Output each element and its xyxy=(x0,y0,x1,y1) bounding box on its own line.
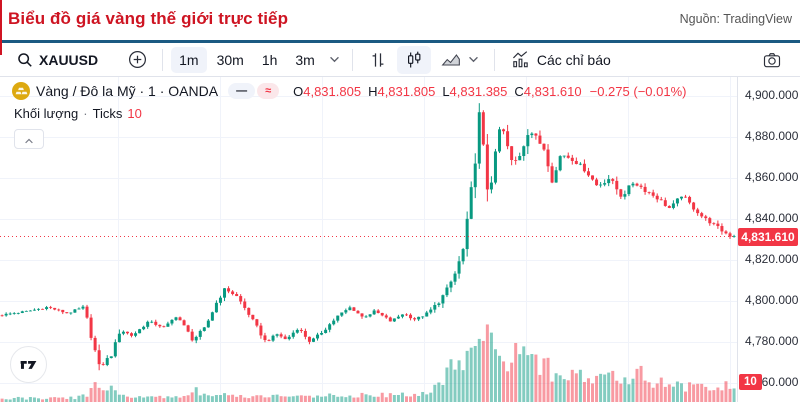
snapshot-button[interactable] xyxy=(754,46,790,74)
ohlc-item-L: L4,831.385 xyxy=(442,83,508,99)
interval-button-3m[interactable]: 3m xyxy=(287,47,322,73)
toolbar-divider xyxy=(162,48,164,71)
ohlc-item-O: O4,831.805 xyxy=(293,83,362,99)
symbol-search-button[interactable]: XAUUSD xyxy=(10,48,105,72)
toolbar-divider xyxy=(351,48,353,71)
candlestick-chart[interactable] xyxy=(0,77,737,402)
volume-label: Khối lượng xyxy=(14,106,79,121)
price-tick-label: 4,780.000 xyxy=(745,334,799,348)
price-tick-label: 4,820.000 xyxy=(745,252,799,266)
chart-region: 4,900.000 4,880.000 4,860.000 4,840.000 4,82… xyxy=(0,77,800,402)
ohlc-item-C: C4,831.610 xyxy=(514,83,582,99)
volume-axis-badge: 10 xyxy=(739,374,762,390)
current-price-badge: 4,831.610 xyxy=(738,227,798,246)
volume-type-label: Ticks xyxy=(92,106,123,121)
left-edge-accent xyxy=(0,0,2,55)
symbol-title: Vàng / Đô la Mỹ · 1 · OANDA xyxy=(36,83,219,99)
indicators-label: Các chỉ báo xyxy=(536,51,611,68)
bars-style-button[interactable] xyxy=(361,46,395,74)
interval-group: 1m 30m 1h 3m xyxy=(171,46,323,73)
candles-style-icon xyxy=(404,50,424,70)
collapse-chevron-icon xyxy=(24,132,34,147)
price-tick-label: 4,900.000 xyxy=(745,88,799,102)
interval-button-1m[interactable]: 1m xyxy=(171,46,207,73)
camera-icon xyxy=(761,50,783,70)
symbol-legend-row[interactable]: Vàng / Đô la Mỹ · 1 · OANDA — ≈ O4,831.8… xyxy=(12,82,686,100)
candles-style-button[interactable] xyxy=(396,45,431,74)
area-style-icon xyxy=(440,50,462,70)
price-tick-label: 4,800.000 xyxy=(745,293,799,307)
volume-separator: · xyxy=(83,106,88,121)
market-status-pills: — ≈ xyxy=(228,83,280,99)
tradingview-logo[interactable] xyxy=(10,346,47,383)
price-tick-label: 4,840.000 xyxy=(745,211,799,225)
gold-coin-icon xyxy=(12,82,30,100)
status-dash-badge: — xyxy=(228,83,256,99)
volume-value: 10 xyxy=(127,106,142,121)
chart-toolbar: XAUUSD 1m 30m 1h 3m xyxy=(0,43,800,77)
area-style-button[interactable] xyxy=(433,46,486,74)
indicators-icon xyxy=(510,50,531,70)
interval-button-30m[interactable]: 30m xyxy=(209,47,252,73)
price-change: −0.275 (−0.01%) xyxy=(589,83,687,99)
legend-collapse-button[interactable] xyxy=(14,129,44,149)
volume-legend-row[interactable]: Khối lượng · Ticks 10 xyxy=(14,106,142,121)
page-header: Biểu đồ giá vàng thế giới trực tiếp Nguồ… xyxy=(0,0,800,55)
symbol-name: XAUUSD xyxy=(39,51,99,68)
bars-style-icon xyxy=(368,50,388,70)
chevron-down-icon xyxy=(468,56,479,63)
source-label: Nguồn: TradingView xyxy=(679,11,792,26)
ohlc-item-H: H4,831.805 xyxy=(368,83,436,99)
ohlc-values: O4,831.805 H4,831.805 L4,831.385 C4,831.610 xyxy=(293,84,582,99)
chevron-down-icon xyxy=(329,56,340,63)
price-tick-label: 4,880.000 xyxy=(745,129,799,143)
interval-menu-button[interactable] xyxy=(325,51,344,68)
interval-button-1h[interactable]: 1h xyxy=(254,47,286,73)
page-title: Biểu đồ giá vàng thế giới trực tiếp xyxy=(8,8,289,28)
status-approx-badge: ≈ xyxy=(257,83,280,99)
toolbar-divider xyxy=(493,48,495,71)
add-symbol-icon xyxy=(128,50,147,69)
price-tick-label: 4,860.000 xyxy=(745,170,799,184)
search-icon xyxy=(17,52,33,68)
indicators-button[interactable]: Các chỉ báo xyxy=(503,46,618,74)
compare-add-symbol-button[interactable] xyxy=(121,46,154,73)
